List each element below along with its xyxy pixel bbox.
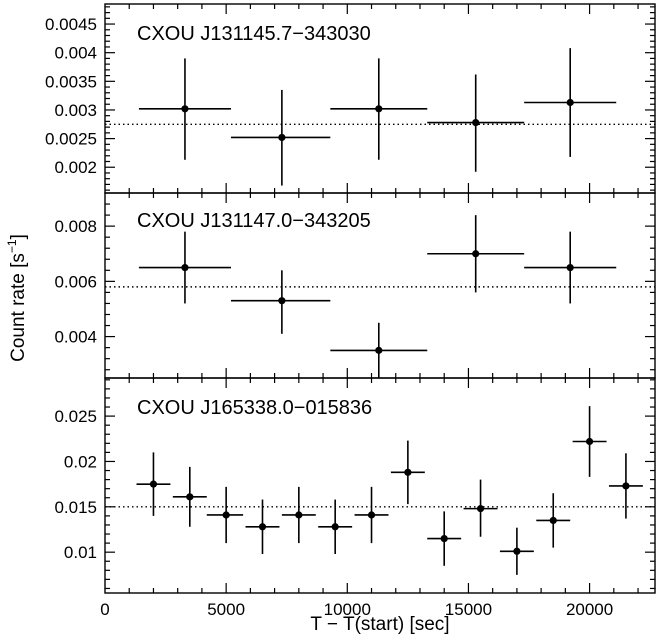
panel-3-marker-11 xyxy=(513,547,521,555)
panel-3-point-14 xyxy=(608,453,643,519)
panel-3-point-7 xyxy=(354,486,389,544)
panel-3-marks xyxy=(105,406,655,575)
panel-3-marker-4 xyxy=(258,523,267,531)
panel-3-marker-13 xyxy=(585,437,594,446)
panel-3-yticks: 0.01 0.015 0.02 0.025 xyxy=(54,378,655,593)
panel-3-point-3 xyxy=(206,486,244,544)
y-axis-title-sup: −1 xyxy=(5,239,19,253)
panel-1-marker-3 xyxy=(375,105,383,113)
panel-1-point-4 xyxy=(427,74,525,172)
panel-1-ytick-label: 0.0045 xyxy=(45,15,97,34)
panel-1-ytick-label: 0.004 xyxy=(54,44,97,63)
panel-3-marker-8 xyxy=(404,468,412,476)
x-tick-label: 0 xyxy=(100,600,109,619)
x-tick-label: 20000 xyxy=(566,600,613,619)
panel-1-point-2 xyxy=(230,89,331,186)
panel-1-marker-1 xyxy=(181,105,189,113)
panel-3-marker-5 xyxy=(295,511,303,519)
panel-2-marker-1 xyxy=(181,263,189,272)
panel-1: CXOU J131145.7−343030 0.0020.00250.0030.… xyxy=(45,3,656,194)
x-tick-label: 5000 xyxy=(207,600,245,619)
y-axis-title-main: Count rate [s xyxy=(8,253,29,362)
panel-3-ytick-label: 0.025 xyxy=(54,407,97,426)
panel-3-frame xyxy=(104,377,656,594)
panel-1-point-3 xyxy=(330,58,428,160)
panel-2-ytick-label: 0.006 xyxy=(54,272,97,291)
x-tick-label: 15000 xyxy=(445,600,492,619)
panel-3-marker-12 xyxy=(549,516,557,525)
x-tick-label: 10000 xyxy=(324,600,371,619)
panel-3-marker-2 xyxy=(186,493,194,501)
panel-3-ytick-label: 0.01 xyxy=(64,543,97,562)
panel-3-ytick-label: 0.02 xyxy=(64,452,97,471)
panel-2-point-4 xyxy=(427,215,525,293)
panel-1-yticks: 0.002 0.0025 0.003 0.0035 0.004 0.0045 xyxy=(45,4,655,193)
panel-3-point-12 xyxy=(536,493,571,548)
panel-2: CXOU J131147.0−343205 0.004 0.006 0.008 xyxy=(54,192,656,379)
panel-3: CXOU J165338.0−015836 0.01 0.015 0.02 0.025 xyxy=(54,377,656,594)
panel-2-point-2 xyxy=(230,270,331,334)
panel-3-label: CXOU J165338.0−015836 xyxy=(137,397,372,419)
panel-1-ytick-label: 0.002 xyxy=(54,158,97,177)
panel-1-ytick-label: 0.0035 xyxy=(45,72,97,91)
panel-3-marker-10 xyxy=(476,505,485,513)
panel-2-point-1 xyxy=(138,231,231,304)
panel-2-marks xyxy=(105,215,655,378)
panel-1-point-5 xyxy=(524,48,617,157)
panel-1-marker-2 xyxy=(278,133,286,142)
panel-2-marker-4 xyxy=(472,250,480,258)
panel-2-ytick-label: 0.008 xyxy=(54,217,97,236)
panel-3-marker-9 xyxy=(440,534,448,543)
panel-3-marker-3 xyxy=(222,511,230,519)
panel-3-point-5 xyxy=(281,486,316,544)
panel-1-marks xyxy=(105,48,655,186)
panel-3-ytick-label: 0.015 xyxy=(54,498,97,517)
panel-2-marker-2 xyxy=(278,297,286,305)
panel-3-marker-14 xyxy=(622,482,630,490)
panel-2-yticks: 0.004 0.006 0.008 xyxy=(54,193,655,378)
panel-2-label: CXOU J131147.0−343205 xyxy=(137,210,371,232)
x-axis-title: T − T(start) [sec] xyxy=(310,614,449,635)
panel-1-marker-4 xyxy=(472,118,480,127)
panel-1-ytick-label: 0.0025 xyxy=(45,130,97,149)
x-axis-ticks: 0 5000 10000 15000 20000 xyxy=(100,600,613,619)
panel-2-ytick-label: 0.004 xyxy=(54,328,97,347)
panel-3-point-10 xyxy=(463,479,498,537)
y-axis-title: Count rate [s−1] xyxy=(5,234,29,362)
panel-3-point-11 xyxy=(499,527,534,575)
panel-3-point-4 xyxy=(245,499,280,554)
panel-3-point-1 xyxy=(136,452,171,516)
panel-3-marker-1 xyxy=(149,480,158,488)
panel-3-point-8 xyxy=(390,440,425,505)
panel-1-marker-5 xyxy=(566,98,574,107)
panel-3-point-2 xyxy=(172,466,207,527)
panel-2-point-3 xyxy=(330,322,428,378)
panel-3-point-13 xyxy=(572,406,607,477)
panel-2-marker-3 xyxy=(375,346,383,354)
panel-2-point-5 xyxy=(524,231,617,304)
panel-1-ytick-label: 0.003 xyxy=(54,101,97,120)
panel-3-point-6 xyxy=(318,499,353,554)
panel-3-point-9 xyxy=(427,511,462,566)
panel-1-point-1 xyxy=(138,58,231,160)
panel-1-label: CXOU J131145.7−343030 xyxy=(137,23,371,45)
panel-2-marker-5 xyxy=(566,263,574,272)
panel-3-marker-7 xyxy=(367,511,376,519)
y-axis-title-close: ] xyxy=(8,234,29,239)
panel-3-marker-6 xyxy=(331,523,339,531)
